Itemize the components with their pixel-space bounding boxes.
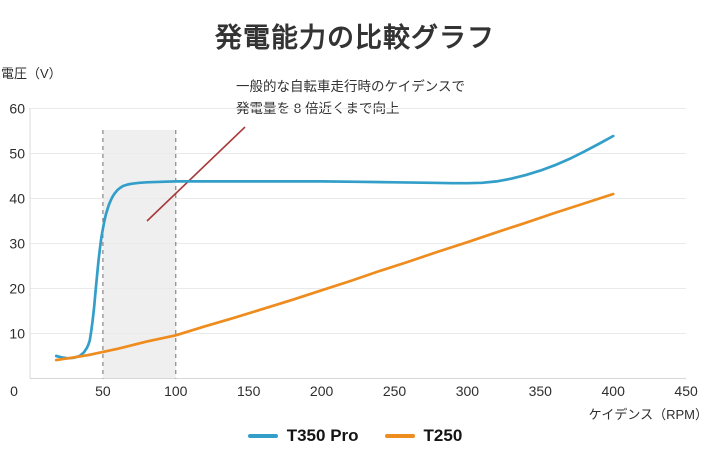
annotation-pointer-line (146, 126, 246, 222)
legend-marker-t350-pro-icon (247, 434, 278, 438)
y-tick-label: 60 (9, 101, 25, 117)
legend-item-t350-pro: T350 Pro (247, 426, 359, 446)
series-line-t250 (54, 192, 615, 362)
x-tick-label: 150 (237, 383, 261, 399)
legend-item-t250: T250 (384, 426, 463, 446)
x-tick-label: 100 (164, 383, 188, 399)
y-tick-label: 50 (9, 146, 25, 162)
y-tick-label: 20 (9, 281, 25, 297)
legend-marker-t250-icon (384, 434, 415, 438)
series-line-t350-pro (54, 134, 615, 360)
x-tick-label: 350 (529, 383, 553, 399)
highlight-band (102, 130, 176, 379)
legend-label-t350-pro: T350 Pro (286, 426, 359, 445)
x-tick-label: 300 (456, 383, 480, 399)
chart-title: 発電能力の比較グラフ (215, 23, 495, 53)
y-axis-label: 電圧（V） (1, 66, 62, 81)
y-tick-label: 40 (9, 191, 25, 207)
y-tick-label: 30 (9, 236, 25, 252)
x-tick-label: 450 (674, 383, 698, 399)
x-axis-label: ケイデンス（RPM） (588, 407, 708, 422)
chart-legend: T350 Pro T250 (0, 426, 710, 446)
x-tick-label: 200 (310, 383, 334, 399)
origin-tick-label: 0 (10, 383, 18, 399)
legend-label-t250: T250 (423, 426, 463, 445)
x-tick-label: 400 (602, 383, 626, 399)
x-tick-label: 250 (383, 383, 407, 399)
annotation-line-1: 一般的な自転車走行時のケイデンスで (236, 79, 465, 94)
x-tick-label: 50 (95, 383, 111, 399)
y-tick-label: 10 (9, 326, 25, 342)
